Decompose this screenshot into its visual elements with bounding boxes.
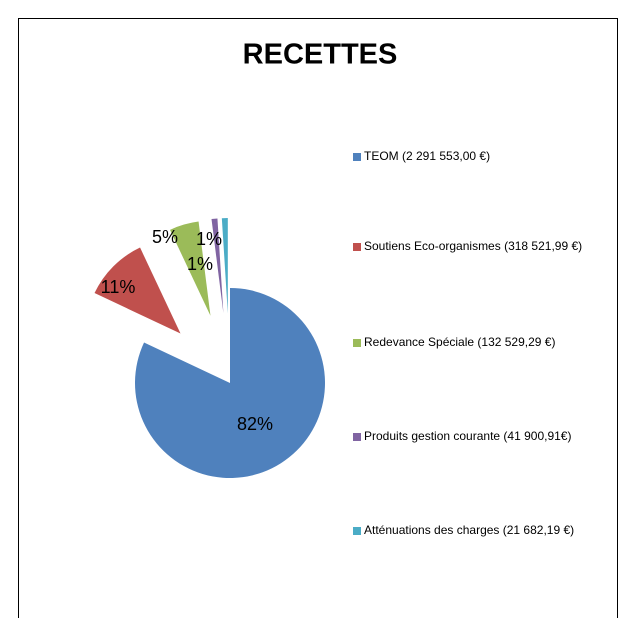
legend-swatch <box>353 243 361 251</box>
chart-frame <box>18 18 618 618</box>
legend-swatch <box>353 153 361 161</box>
chart-title: RECETTES <box>243 39 398 71</box>
pie-slice <box>211 218 224 314</box>
legend-label: Produits gestion courante (41 900,91€) <box>364 429 571 443</box>
slice-label: 1% <box>196 229 222 249</box>
legend-swatch <box>353 527 361 535</box>
pie-slice <box>134 288 325 479</box>
legend-swatch <box>353 339 361 347</box>
legend-swatch <box>353 433 361 441</box>
legend-label: Redevance Spéciale (132 529,29 €) <box>364 335 555 349</box>
pie-slice <box>94 247 181 334</box>
slice-label: 11% <box>101 277 136 297</box>
slice-label: 5% <box>152 227 178 247</box>
slice-label: 82% <box>237 414 273 434</box>
legend-label: TEOM (2 291 553,00 €) <box>364 149 490 163</box>
slice-label: 1% <box>187 254 213 274</box>
legend-label: Soutiens Eco-organismes (318 521,99 €) <box>364 239 582 253</box>
pie-slice <box>170 221 211 316</box>
pie-slice <box>221 218 228 314</box>
legend-label: Atténuations des charges (21 682,19 €) <box>364 523 574 537</box>
